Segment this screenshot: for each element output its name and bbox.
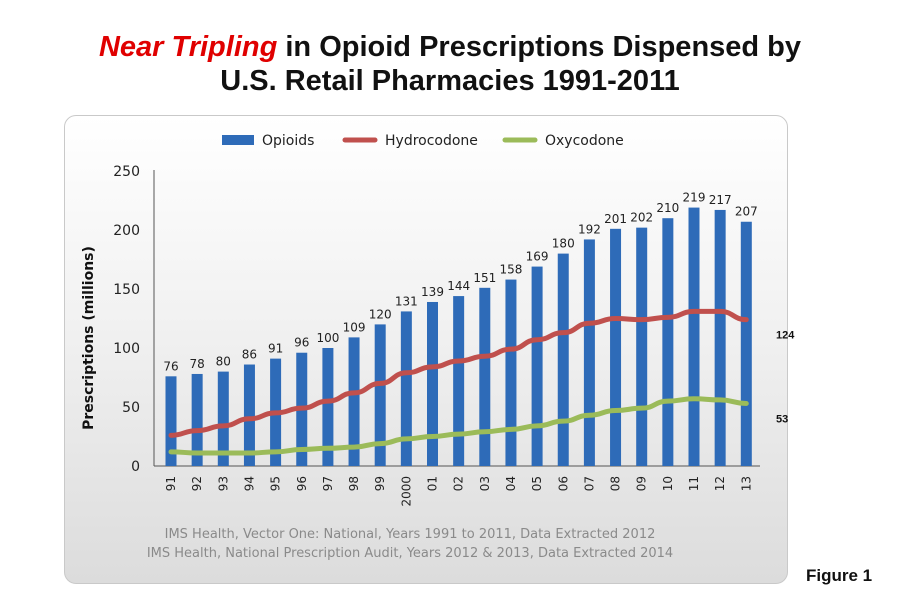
bar-opioids [583, 239, 595, 466]
end-label-oxycodone: 53 [776, 413, 788, 425]
bar-opioids [400, 311, 412, 466]
bar-value-label: 120 [369, 307, 392, 321]
bar-opioids [688, 207, 700, 466]
bar-value-label: 78 [190, 357, 205, 371]
bar-opioids [427, 301, 438, 466]
x-tick-label: 06 [556, 476, 570, 491]
y-tick-label: 150 [113, 282, 140, 298]
x-tick-label: 99 [373, 476, 387, 491]
bar-opioids [662, 218, 674, 466]
bars-opioids [165, 207, 752, 466]
figure-label: Figure 1 [806, 566, 873, 585]
line-hydrocodone [168, 308, 749, 438]
y-tick-label: 250 [113, 164, 140, 180]
bar-opioids [374, 324, 386, 466]
bar-value-label: 217 [709, 193, 732, 207]
bar-value-label: 158 [499, 263, 522, 277]
y-tick-label: 100 [113, 341, 140, 357]
legend-label-hydrocodone: Hydrocodone [385, 133, 478, 149]
bar-value-label: 100 [316, 331, 339, 345]
x-tick-label: 95 [269, 476, 283, 491]
bar-opioids [348, 337, 360, 466]
legend-swatch-opioids [222, 135, 254, 145]
y-tick-label: 0 [131, 459, 140, 475]
x-tick-label: 08 [609, 476, 623, 491]
source-line-1: IMS Health, Vector One: National, Years … [164, 527, 656, 542]
x-tick-label: 11 [687, 476, 701, 491]
y-tick-label: 50 [122, 400, 140, 416]
bar-opioids [191, 373, 203, 466]
x-tick-label: 12 [713, 476, 727, 491]
x-tick-label: 98 [347, 476, 361, 491]
x-tick-label: 04 [504, 476, 518, 491]
x-tick-label: 02 [452, 476, 466, 491]
bar-value-label: 139 [421, 285, 444, 299]
x-tick-label: 01 [426, 476, 440, 491]
x-tick-label: 93 [216, 476, 230, 491]
x-tick-label: 2000 [399, 476, 413, 507]
legend-label-oxycodone: Oxycodone [545, 133, 624, 149]
x-ticks: 91 92 93 94 95 96 97 98 99 2000 01 02 03 04 05 06 07 08 09… [164, 476, 753, 507]
bar-opioids [740, 221, 752, 466]
bar-value-label: 131 [395, 294, 418, 308]
bar-opioids [505, 279, 517, 466]
bar-value-label: 96 [294, 336, 309, 350]
bar-opioids [165, 376, 177, 466]
line-oxycodone [168, 396, 749, 456]
bar-value-label: 192 [578, 222, 601, 236]
chart-title: Near Tripling in Opioid Prescriptions Di… [0, 30, 900, 98]
x-tick-label: 10 [661, 476, 675, 491]
bar-value-label: 202 [630, 211, 653, 225]
x-tick-label: 03 [478, 476, 492, 491]
legend-label-opioids: Opioids [262, 133, 314, 149]
bar-opioids [243, 364, 255, 466]
bar-value-label: 151 [473, 271, 496, 285]
bar-value-label: 207 [735, 205, 758, 219]
x-tick-label: 07 [582, 476, 596, 491]
x-tick-label: 91 [164, 476, 178, 491]
x-tick-label: 94 [242, 476, 256, 491]
source-line-2: IMS Health, National Prescription Audit,… [146, 546, 674, 561]
x-tick-label: 96 [295, 476, 309, 491]
legend: Opioids Hydrocodone Oxycodone [222, 133, 624, 149]
bar-value-label: 91 [268, 342, 283, 356]
x-tick-label: 97 [321, 476, 335, 491]
bar-opioids [322, 348, 334, 466]
bar-value-label: 201 [604, 212, 627, 226]
bar-value-label: 169 [526, 250, 549, 264]
y-axis-label: Prescriptions (millions) [81, 246, 97, 430]
x-tick-label: 13 [739, 476, 753, 491]
bar-opioids [714, 209, 726, 466]
x-tick-label: 05 [530, 476, 544, 491]
bar-value-label: 144 [447, 279, 470, 293]
bar-value-label: 86 [242, 348, 257, 362]
bar-value-label: 109 [343, 320, 366, 334]
title-emphasis: Near Tripling [98, 31, 278, 63]
end-labels: 124 53 [776, 330, 795, 426]
title-line1-rest: in Opioid Prescriptions Dispensed by [277, 31, 802, 63]
bar-opioids [453, 296, 465, 466]
line-series [168, 308, 749, 456]
bar-opioids [531, 266, 543, 466]
bar-opioids [217, 371, 229, 466]
bar-value-label: 80 [216, 355, 231, 369]
bar-opioids [479, 287, 491, 466]
bar-value-label: 76 [163, 359, 178, 373]
x-tick-label: 92 [190, 476, 204, 491]
bar-value-label: 210 [656, 201, 679, 215]
bar-opioids [610, 228, 622, 466]
bar-opioids [557, 253, 569, 466]
bar-value-label: 180 [552, 237, 575, 251]
y-tick-label: 200 [113, 223, 140, 239]
x-tick-label: 09 [635, 476, 649, 491]
bar-value-label: 219 [683, 191, 706, 205]
y-ticks: 0 50 100 150 200 250 [113, 164, 140, 475]
end-label-hydrocodone: 124 [776, 330, 795, 342]
bar-opioids [636, 227, 648, 466]
title-line2: U.S. Retail Pharmacies 1991-2011 [220, 65, 680, 97]
